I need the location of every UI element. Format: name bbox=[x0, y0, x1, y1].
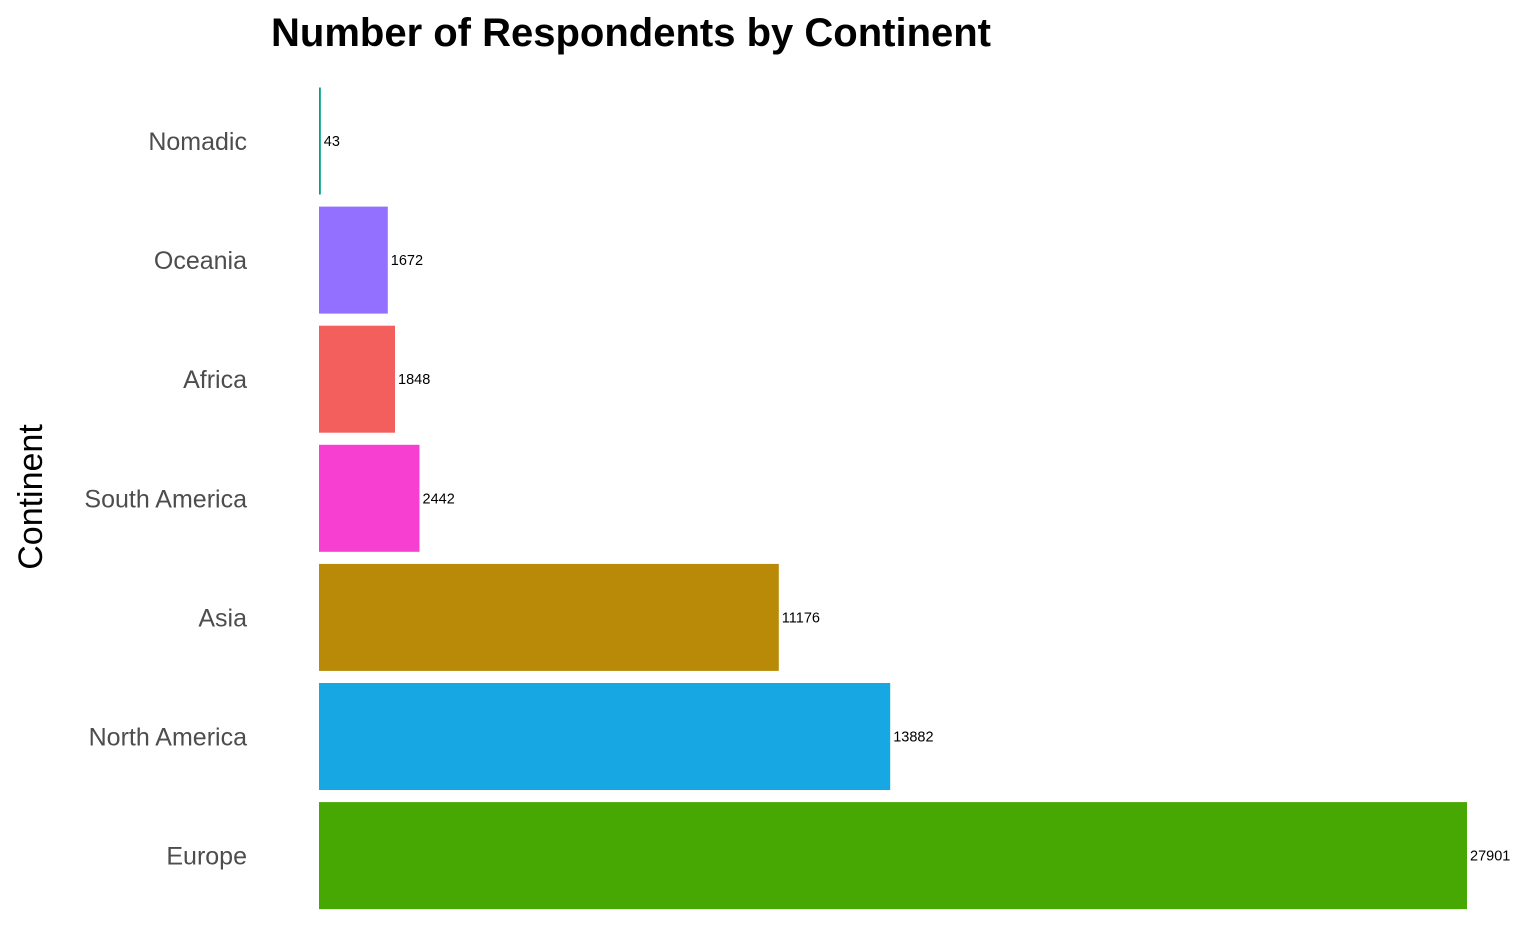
data-label-north-america: 13882 bbox=[893, 730, 933, 746]
y-axis-label: Continent bbox=[12, 424, 50, 570]
bar-north-america bbox=[319, 683, 891, 790]
data-label-oceania: 1672 bbox=[391, 253, 423, 269]
y-tick-label-africa: Africa bbox=[183, 366, 247, 394]
data-labels: 43 1672 1848 2442 11176 13882 27901 bbox=[324, 134, 1511, 865]
data-label-south-america: 2442 bbox=[423, 491, 455, 507]
bar-asia bbox=[319, 563, 779, 671]
y-tick-label-south-america: South America bbox=[84, 485, 247, 513]
data-label-europe: 27901 bbox=[1470, 849, 1510, 865]
y-tick-label-europe: Europe bbox=[166, 843, 247, 871]
y-tick-labels: Nomadic Oceania Africa South America Asia Nor… bbox=[84, 128, 247, 871]
data-label-asia: 11176 bbox=[782, 610, 820, 626]
bar-nomadic bbox=[319, 87, 321, 195]
bar-europe bbox=[319, 802, 1467, 910]
chart-title: Number of Respondents by Continent bbox=[271, 11, 991, 55]
y-tick-label-oceania: Oceania bbox=[154, 247, 247, 275]
bar-south-america bbox=[319, 444, 420, 552]
data-label-nomadic: 43 bbox=[324, 134, 340, 150]
data-label-africa: 1848 bbox=[398, 372, 430, 388]
y-tick-label-asia: Asia bbox=[198, 604, 247, 632]
bar-oceania bbox=[319, 206, 388, 314]
y-tick-label-north-america: North America bbox=[89, 724, 247, 752]
bar-africa bbox=[319, 325, 395, 433]
y-tick-label-nomadic: Nomadic bbox=[148, 128, 247, 156]
bars-group bbox=[319, 87, 1467, 910]
